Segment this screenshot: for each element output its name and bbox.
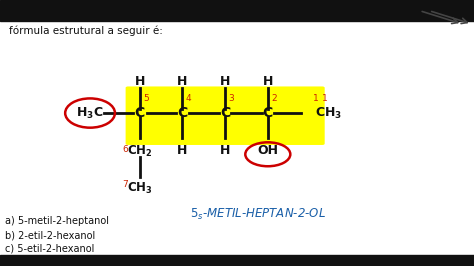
Text: H: H	[177, 75, 188, 88]
Text: H: H	[220, 75, 230, 88]
Text: C: C	[220, 106, 230, 120]
Text: fórmula estrutural a seguir é:: fórmula estrutural a seguir é:	[9, 25, 164, 36]
Text: 1: 1	[322, 94, 328, 103]
Text: H: H	[263, 75, 273, 88]
Text: $\mathbf{CH_3}$: $\mathbf{CH_3}$	[315, 106, 342, 120]
Text: c) 5-etil-2-hexanol: c) 5-etil-2-hexanol	[5, 244, 94, 254]
Text: C: C	[177, 106, 188, 120]
Text: 1: 1	[313, 94, 319, 103]
Text: 2: 2	[271, 94, 277, 103]
Text: H: H	[135, 75, 145, 88]
Text: $\mathbf{H_3C}$: $\mathbf{H_3C}$	[76, 106, 104, 120]
Bar	[0, 255, 474, 266]
Text: H: H	[220, 144, 230, 157]
Text: OH: OH	[257, 144, 278, 157]
Text: 4: 4	[186, 94, 191, 103]
Text: H: H	[177, 144, 188, 157]
Text: $5_s$-METIL-HEPTAN-2-OL: $5_s$-METIL-HEPTAN-2-OL	[190, 207, 326, 222]
Text: $\mathbf{CH_2}$: $\mathbf{CH_2}$	[127, 144, 153, 159]
FancyBboxPatch shape	[126, 86, 325, 145]
Text: 7: 7	[122, 180, 128, 189]
Text: 3: 3	[228, 94, 234, 103]
Text: 5: 5	[143, 94, 149, 103]
Bar	[0, 0, 474, 21]
Text: $\mathbf{CH_3}$: $\mathbf{CH_3}$	[127, 181, 153, 196]
Text: a) 5-metil-2-heptanol: a) 5-metil-2-heptanol	[5, 216, 109, 226]
Text: b) 2-etil-2-hexanol: b) 2-etil-2-hexanol	[5, 230, 95, 240]
Text: C: C	[135, 106, 145, 120]
Text: 6: 6	[122, 145, 128, 154]
Text: C: C	[263, 106, 273, 120]
